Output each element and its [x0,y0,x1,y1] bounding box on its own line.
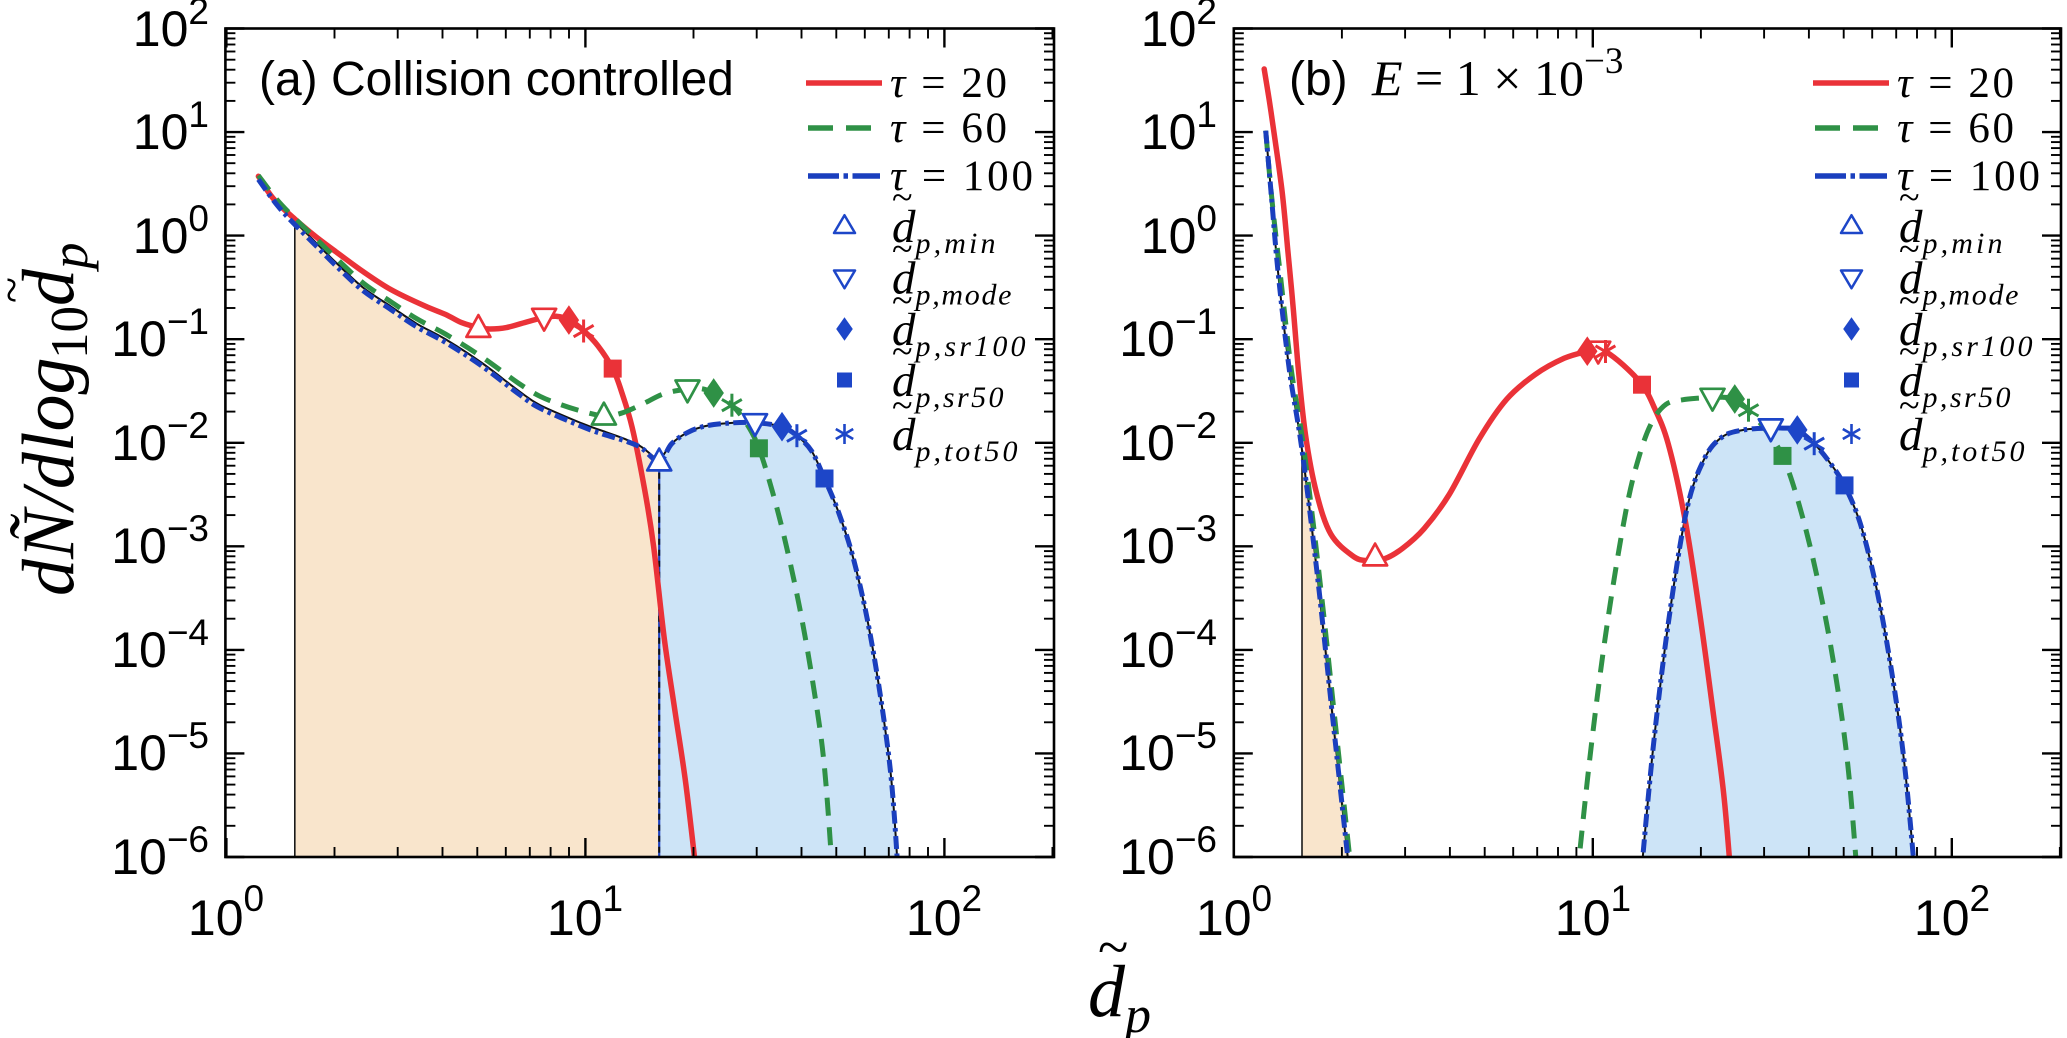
svg-text:102: 102 [1914,878,1990,946]
svg-text:~: ~ [1899,280,1920,322]
svg-text:~: ~ [892,280,913,322]
svg-text:E = 1 × 10−3: E = 1 × 10−3 [1371,41,1623,106]
svg-text:τ = 20: τ = 20 [1897,60,2014,107]
svg-text:(a) Collision controlled: (a) Collision controlled [259,53,734,106]
svg-text:dp,min: dp,min [1899,201,2003,260]
svg-text:dÑ/dlog: dÑ/dlog [8,358,90,596]
svg-text:~: ~ [1899,331,1920,373]
svg-text:τ = 20: τ = 20 [890,60,1007,107]
svg-text:~: ~ [892,177,913,219]
svg-text:~: ~ [1899,385,1920,427]
svg-text:~: ~ [0,277,38,303]
svg-text:~: ~ [1899,177,1920,219]
svg-text:~: ~ [1098,917,1128,979]
svg-text:dp,mode: dp,mode [1899,253,2019,312]
svg-text:~: ~ [1899,229,1920,271]
svg-text:τ = 60: τ = 60 [1897,105,2014,152]
svg-text:~: ~ [892,229,913,271]
svg-text:τ = 60: τ = 60 [890,105,1007,152]
svg-text:~: ~ [892,385,913,427]
svg-text:p: p [41,243,99,274]
svg-text:dp: dp [1088,951,1151,1038]
svg-text:d: d [8,268,90,306]
svg-text:(b): (b) [1289,53,1348,106]
svg-text:10: 10 [41,306,99,359]
svg-text:10−4: 10−4 [111,612,209,678]
svg-text:~: ~ [892,331,913,373]
svg-text:dp,mode: dp,mode [892,253,1012,312]
svg-text:10−2: 10−2 [1119,405,1217,471]
